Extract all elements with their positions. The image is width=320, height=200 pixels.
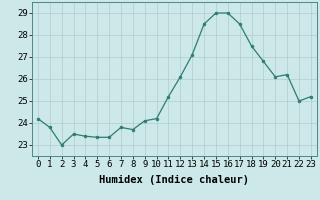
X-axis label: Humidex (Indice chaleur): Humidex (Indice chaleur) bbox=[100, 175, 249, 185]
